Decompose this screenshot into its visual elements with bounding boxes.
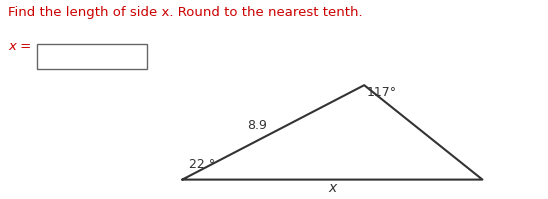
Text: 22 °: 22 ° (189, 158, 215, 171)
Text: 117°: 117° (367, 86, 397, 100)
Text: x: x (328, 181, 336, 195)
Text: x =: x = (8, 40, 31, 53)
Text: 8.9: 8.9 (247, 119, 267, 132)
Text: Find the length of side x. Round to the nearest tenth.: Find the length of side x. Round to the … (8, 6, 363, 19)
